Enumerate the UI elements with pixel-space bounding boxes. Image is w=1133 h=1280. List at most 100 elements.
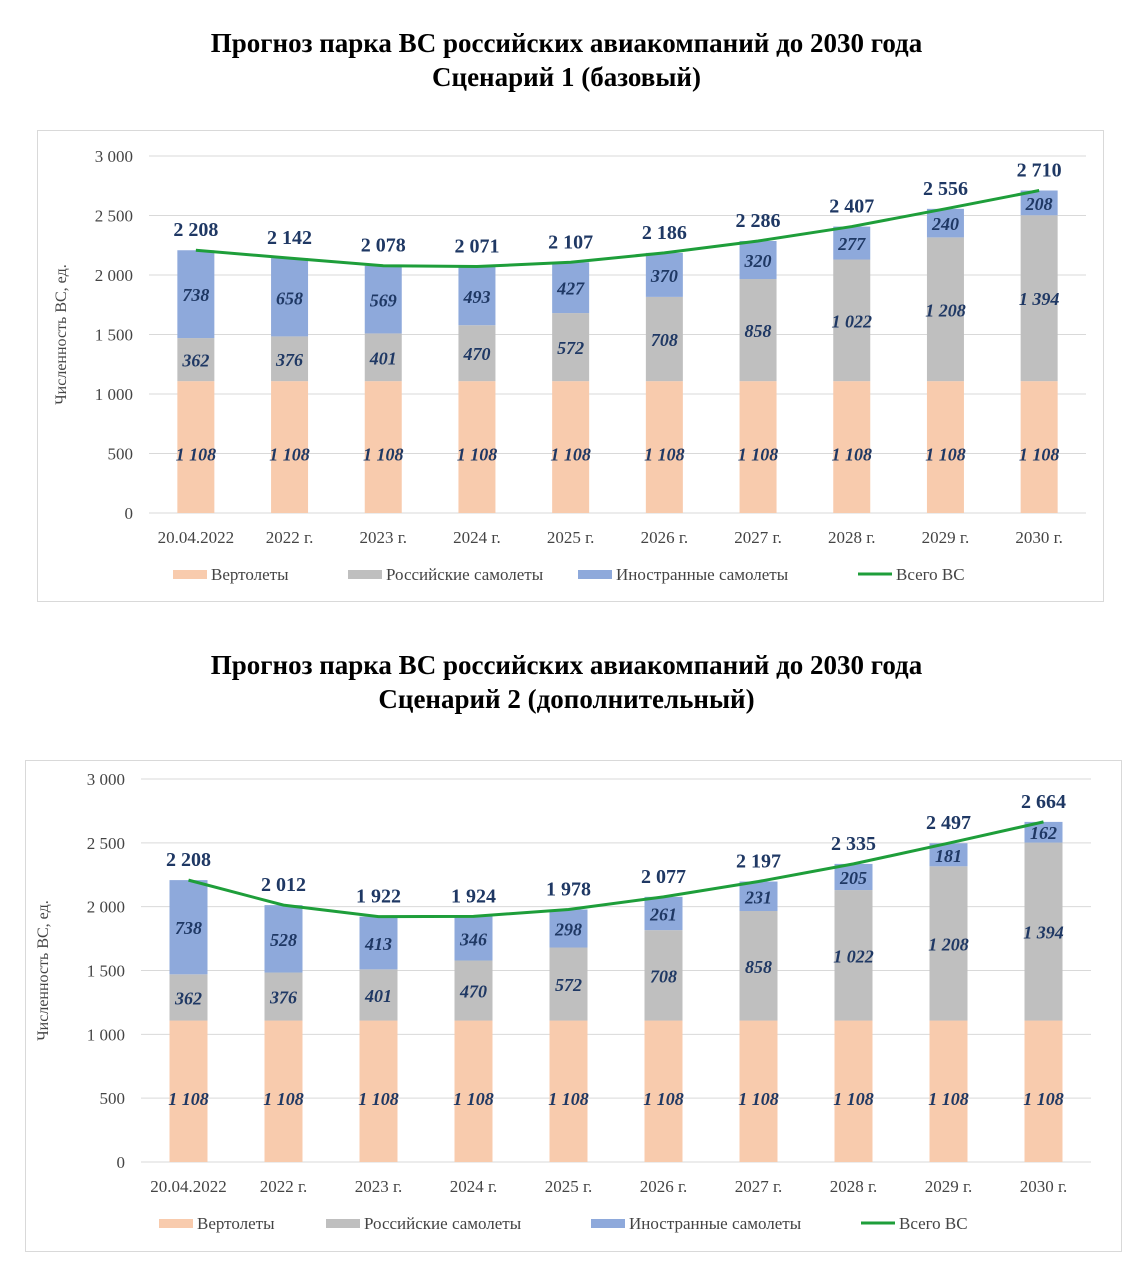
total-value-label: 2 142 <box>267 227 312 249</box>
bar-foreign <box>645 252 683 297</box>
bar-helicopters <box>833 381 871 513</box>
total-value-label: 1 922 <box>356 886 401 908</box>
bar-helicopters <box>364 381 402 513</box>
x-tick-label: 2024 г. <box>453 528 501 547</box>
bar-russian <box>739 279 777 382</box>
y-axis-label: Численность ВС, ед. <box>53 264 70 404</box>
bar-foreign <box>644 896 683 931</box>
x-tick-label: 20.04.2022 <box>158 528 235 547</box>
y-tick-label: 2 500 <box>87 834 125 853</box>
total-value-label: 2 071 <box>454 236 499 258</box>
x-tick-label: 2027 г. <box>734 528 782 547</box>
legend-label: Иностранные самолеты <box>616 565 789 584</box>
y-tick-label: 1 500 <box>95 326 133 345</box>
bar-foreign <box>833 226 871 260</box>
segment-value-label: 1 394 <box>1019 289 1060 309</box>
bar-helicopters <box>169 1020 208 1162</box>
bar-foreign <box>834 863 873 891</box>
chart1-frame: 0 500 1 000 1 500 2 000 2 500 3 000 Численность… <box>37 130 1104 602</box>
segment-value-label: 205 <box>839 868 867 888</box>
bar-russian <box>458 325 496 382</box>
total-value-label: 1 924 <box>451 885 496 907</box>
segment-value-label: 277 <box>837 234 866 254</box>
legend-swatch <box>578 570 612 579</box>
y-tick-label: 1 500 <box>87 962 125 981</box>
legend-label: Российские самолеты <box>364 1214 522 1233</box>
y-tick-label: 0 <box>117 1153 126 1172</box>
segment-value-label: 370 <box>650 266 678 286</box>
x-tick-label: 2030 г. <box>1015 528 1063 547</box>
y-tick-label: 1 000 <box>95 385 133 404</box>
bar-helicopters <box>552 381 590 513</box>
x-tick-label: 20.04.2022 <box>150 1177 227 1196</box>
total-value-label: 2 556 <box>923 178 968 200</box>
segment-value-label: 1 108 <box>548 1089 589 1109</box>
bar-russian <box>1020 215 1058 382</box>
bar-russian <box>929 866 968 1021</box>
chart2-frame: 0 500 1 000 1 500 2 000 2 500 3 000 Численность… <box>25 760 1122 1252</box>
bar-foreign <box>926 208 964 238</box>
total-value-label: 2 335 <box>831 833 876 855</box>
bar-helicopters <box>929 1020 968 1162</box>
bar-russian <box>926 237 964 382</box>
chart1-title-line1: Прогноз парка ВС российских авиакомпаний… <box>210 28 923 58</box>
total-value-label: 2 078 <box>361 235 406 257</box>
legend-swatch <box>173 570 207 579</box>
segment-value-label: 1 108 <box>925 445 966 465</box>
segment-value-label: 1 108 <box>928 1089 969 1109</box>
legend-swatch <box>591 1219 625 1228</box>
bar-helicopters <box>926 381 964 513</box>
bar-foreign <box>364 265 402 334</box>
x-tick-label: 2028 г. <box>830 1177 878 1196</box>
segment-value-label: 1 108 <box>263 1089 304 1109</box>
x-tick-label: 2022 г. <box>266 528 314 547</box>
chart2-title: Прогноз парка ВС российских авиакомпаний… <box>0 648 1133 716</box>
chart1-title: Прогноз парка ВС российских авиакомпаний… <box>0 26 1133 94</box>
segment-value-label: 572 <box>557 338 584 358</box>
x-tick-label: 2027 г. <box>735 1177 783 1196</box>
segment-value-label: 1 022 <box>832 311 873 331</box>
segment-value-label: 1 022 <box>833 946 874 966</box>
y-tick-label: 1 000 <box>87 1025 125 1044</box>
segment-value-label: 1 108 <box>269 445 310 465</box>
segment-value-label: 346 <box>459 929 487 949</box>
x-tick-label: 2029 г. <box>925 1177 973 1196</box>
bar-foreign <box>454 916 493 961</box>
segment-value-label: 1 108 <box>1019 445 1060 465</box>
segment-value-label: 401 <box>369 348 397 368</box>
segment-value-label: 362 <box>174 988 202 1008</box>
segment-value-label: 181 <box>935 846 962 866</box>
segment-value-label: 738 <box>182 285 209 305</box>
legend-label: Вертолеты <box>211 565 289 584</box>
segment-value-label: 470 <box>462 344 490 364</box>
segment-value-label: 1 108 <box>738 1089 779 1109</box>
x-tick-label: 2026 г. <box>641 528 689 547</box>
y-tick-label: 500 <box>108 445 134 464</box>
segment-value-label: 1 108 <box>453 1089 494 1109</box>
segment-value-label: 208 <box>1025 194 1053 214</box>
bar-russian <box>739 911 778 1021</box>
bar-foreign <box>739 240 777 280</box>
bar-helicopters <box>1024 1020 1063 1162</box>
segment-value-label: 708 <box>651 330 678 350</box>
segment-value-label: 470 <box>459 982 487 1002</box>
legend-label: Всего ВС <box>896 565 965 584</box>
segment-value-label: 572 <box>555 975 582 995</box>
y-tick-label: 2 000 <box>87 898 125 917</box>
segment-value-label: 320 <box>744 251 772 271</box>
bar-russian <box>364 333 402 382</box>
bar-helicopters <box>739 1020 778 1162</box>
bar-foreign <box>549 909 588 948</box>
bar-helicopters <box>645 381 683 513</box>
segment-value-label: 427 <box>556 279 585 299</box>
segment-value-label: 1 108 <box>168 1089 209 1109</box>
segment-value-label: 1 208 <box>928 934 969 954</box>
y-tick-label: 2 000 <box>95 266 133 285</box>
total-value-label: 2 664 <box>1021 791 1066 813</box>
y-tick-label: 0 <box>125 504 134 523</box>
bar-foreign <box>264 905 303 973</box>
legend-swatch <box>159 1219 193 1228</box>
bar-russian <box>169 974 208 1021</box>
segment-value-label: 1 108 <box>833 1089 874 1109</box>
segment-value-label: 298 <box>554 919 582 939</box>
